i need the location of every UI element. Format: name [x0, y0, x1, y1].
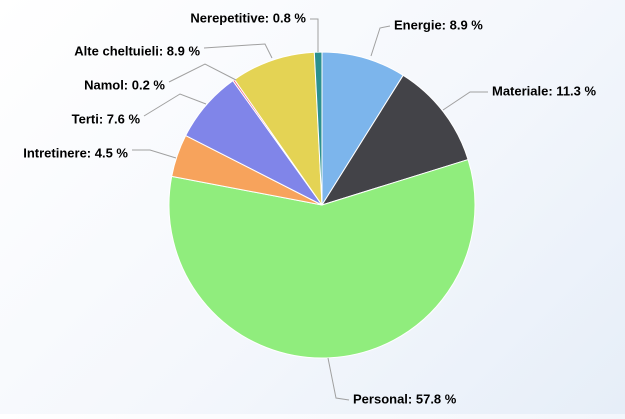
- data-label-nerepetitive: Nerepetitive: 0.8 %: [190, 10, 306, 25]
- label-connectors: [132, 18, 488, 401]
- connector-namol: [168, 63, 237, 83]
- data-label-materiale: Materiale: 11.3 %: [492, 83, 596, 98]
- data-label-intretinere: Intretinere: 4.5 %: [23, 145, 128, 160]
- data-label-terti: Terti: 7.6 %: [72, 111, 141, 126]
- connector-nerepetitive: [310, 18, 319, 52]
- data-label-energie: Energie: 8.9 %: [394, 17, 483, 32]
- pie-slice-materiale[interactable]: [321, 74, 469, 206]
- connector-terti: [143, 93, 207, 117]
- connector-alte-cheltuieli: [203, 43, 273, 59]
- connector-personal: [327, 357, 350, 401]
- connector-intretinere: [132, 149, 177, 159]
- connector-materiale: [442, 91, 488, 111]
- data-labels: Energie: 8.9 % Materiale: 11.3 % Personal:…: [23, 10, 596, 406]
- data-label-alte-cheltuieli: Alte cheltuieli: 8.9 %: [74, 43, 200, 58]
- connector-energie: [370, 25, 391, 57]
- pie-slices: [168, 51, 476, 359]
- data-label-personal: Personal: 57.8 %: [353, 391, 457, 406]
- pie-slice-personal[interactable]: [168, 159, 476, 359]
- pie-slice-energie[interactable]: [321, 51, 404, 206]
- pie-slice-alte-cheltuieli[interactable]: [233, 51, 323, 206]
- data-label-namol: Namol: 0.2 %: [84, 77, 165, 92]
- pie-slice-nerepetitive[interactable]: [313, 51, 323, 206]
